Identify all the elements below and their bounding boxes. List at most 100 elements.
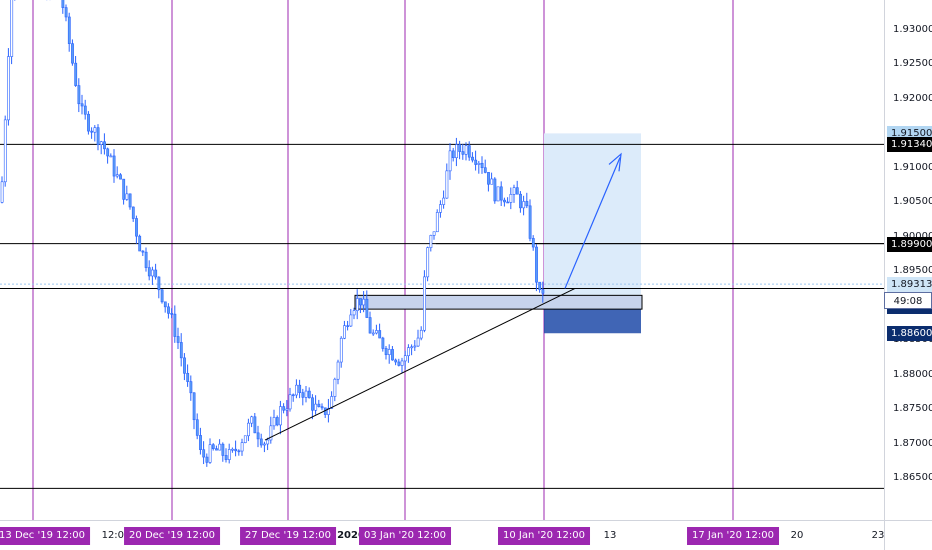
price-chart[interactable] [0,0,884,520]
candle-body [349,314,353,327]
candle-body [496,186,500,202]
candle-body [301,392,305,398]
candle-body [80,103,84,107]
candle-body [535,246,538,283]
candle-body [429,235,433,248]
target-zone [544,133,641,299]
candle-body [170,313,174,315]
candle-body [397,361,401,366]
candle-body [311,397,314,411]
candle-body [336,361,340,380]
candle-body [515,187,519,195]
candle-body [362,298,366,306]
candle-body [400,360,404,366]
candle-body [163,301,167,308]
candle-body [186,372,190,382]
candle-body [112,155,116,177]
candle-body [371,332,375,335]
candle-body [359,298,362,306]
candle-body [304,390,308,398]
candle-body [499,186,503,201]
candle-body [154,269,158,278]
candle-body [266,439,270,445]
candle-body [480,162,484,169]
candle-body [67,16,71,44]
candle-body [461,151,465,155]
candle-body [247,422,250,437]
candle-body [426,247,430,278]
candle-body [151,269,154,277]
candle-body [99,141,103,145]
candle-body [506,201,510,204]
time-badge: 17 Jan '20 12:00 [687,527,779,545]
candle-body [71,43,74,64]
candle-body [125,193,129,200]
candle-body [458,144,462,152]
candle-body [384,348,388,355]
price-tick-label: 1.87000 [893,437,932,449]
candle-body [237,450,241,453]
candle-body [74,62,78,86]
candle-body [215,448,218,451]
candle-body [96,127,100,145]
time-axis[interactable]: 12:00 2020 13 20 23 13 Dec '19 12:00 20 Dec '1… [0,520,884,550]
candle-body [131,206,135,219]
bar-countdown: 49:08 [884,292,932,309]
candle-body [253,416,257,434]
candle-body [291,394,295,397]
candle-body [7,56,10,121]
candle-body [157,276,161,291]
candle-body [413,345,417,348]
candle-body [208,444,212,463]
candle-body [343,325,346,339]
candle-body [256,432,260,440]
time-tick-label: 23 [871,530,885,541]
candle-body [285,408,289,411]
candle-body [87,113,90,132]
projection-arrowhead [608,152,622,172]
candle-body [391,349,394,361]
candle-body [263,443,266,446]
candle-body [314,403,318,411]
candle-body [205,456,209,463]
candle-body [522,201,526,209]
time-tick-label: 2020 [337,530,365,541]
candle-body [439,204,442,213]
candle-body [490,178,494,185]
candle-body [234,448,238,452]
axis-corner [884,520,932,550]
trendline [264,288,576,441]
time-tick-label: 12:00 [101,530,131,541]
candle-body [525,201,529,207]
candle-body [282,406,286,411]
candle-body [250,416,254,424]
candle-body [503,199,506,203]
candle-body [211,444,215,449]
projection-arrow [564,157,621,289]
time-tick-label: 20 [790,530,804,541]
price-axis[interactable]: 1.930001.925001.920001.915001.910001.905… [884,0,932,520]
price-badge: 1.89313 [887,277,932,293]
candle-body [279,406,282,426]
time-badge: 03 Jan '20 12:00 [359,527,451,545]
chart-area[interactable] [0,0,884,520]
candle-body [224,455,228,460]
price-badge: 1.88600 [887,326,932,342]
price-badge: 1.91340 [887,137,932,153]
candle-body [240,442,244,452]
entry-zone [354,294,643,310]
candle-body [288,394,292,410]
candle-body [330,396,334,409]
candle-body [352,310,356,316]
time-badge: 27 Dec '19 12:00 [240,527,336,545]
candle-body [176,336,180,343]
candle-body [528,205,532,239]
candle-body [231,448,234,451]
candle-body [295,384,298,396]
candle-body [115,174,119,177]
candle-body [387,349,391,355]
candle-body [375,330,378,334]
candle-body [183,357,186,374]
candle-body [538,281,542,290]
candle-body [199,435,202,450]
